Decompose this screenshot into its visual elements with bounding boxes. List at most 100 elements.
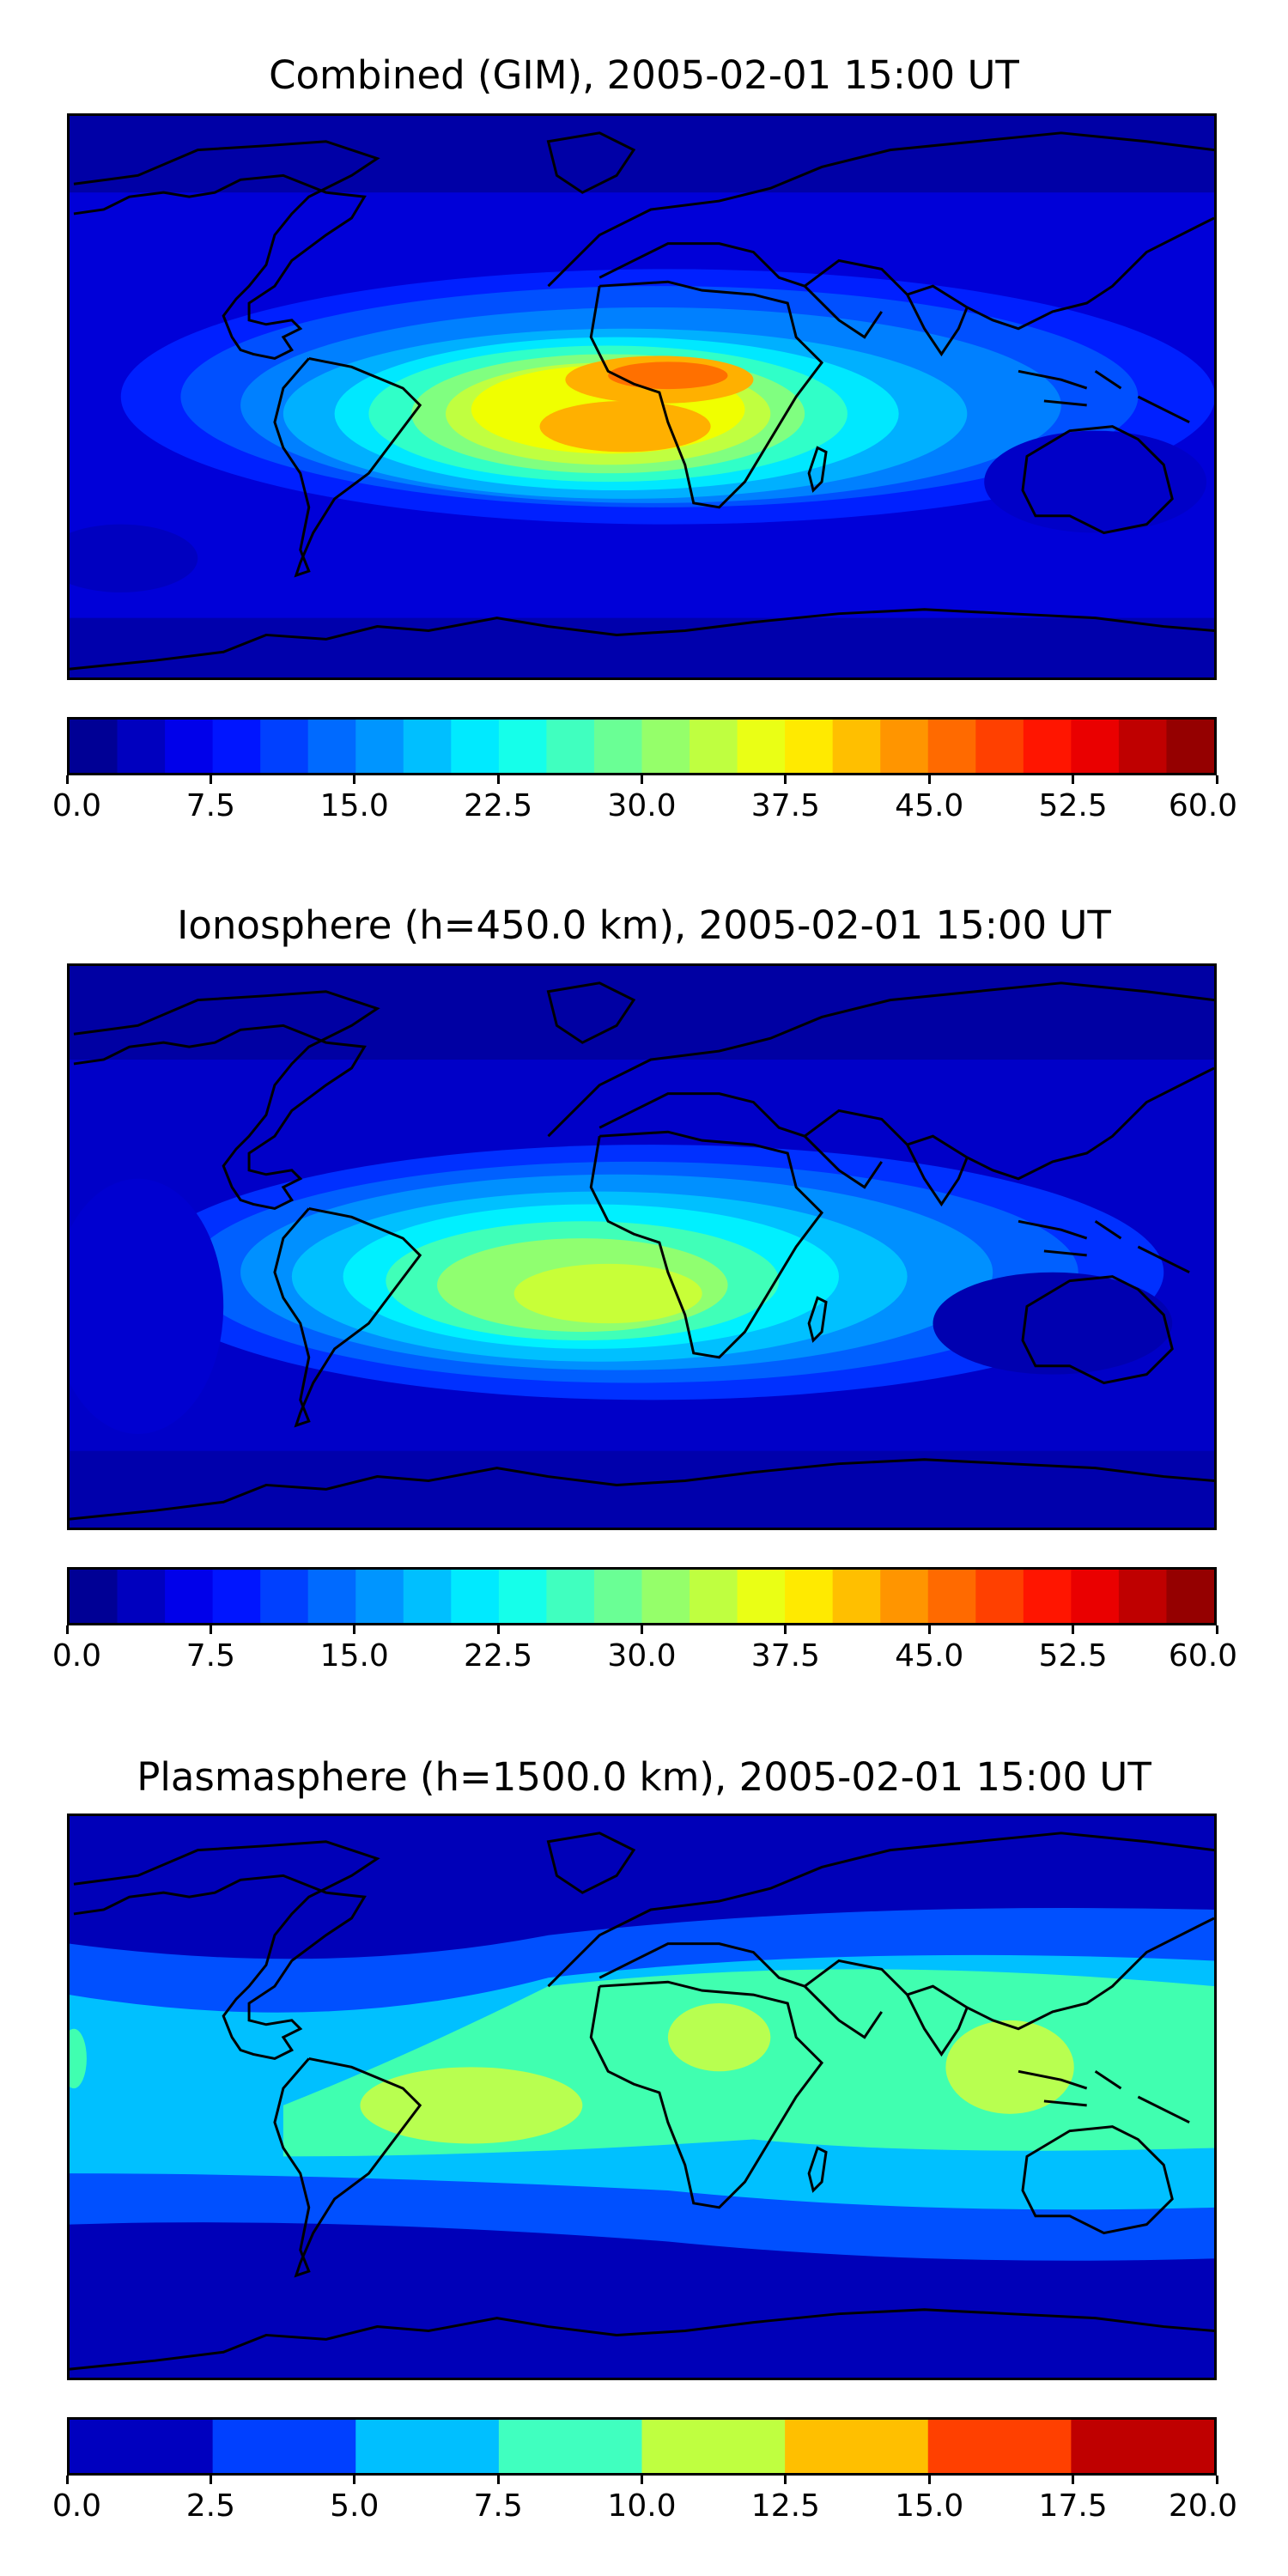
colorbar-level (117, 720, 166, 773)
colorbar-level (1166, 720, 1214, 773)
colorbar-level (1166, 1570, 1214, 1623)
colorbar-level (307, 720, 356, 773)
colorbar-tick-label: 37.5 (750, 788, 820, 823)
colorbar-tick (65, 1625, 69, 1634)
colorbar-tick (353, 775, 356, 784)
colorbar-tick-label: 7.5 (185, 1638, 236, 1674)
colorbar-level (70, 2420, 214, 2473)
colorbar-tick-label: 17.5 (1038, 2488, 1108, 2524)
colorbar-tick-label: 7.5 (473, 2488, 523, 2524)
colorbar-tick (209, 775, 212, 784)
map-canvas (70, 116, 1214, 677)
colorbar-tick (496, 1625, 500, 1634)
colorbar-level (975, 720, 1024, 773)
colorbar-level (1071, 720, 1120, 773)
colorbar-level (498, 2420, 643, 2473)
colorbar-tick-label: 37.5 (750, 1638, 820, 1674)
colorbar-tick (927, 2476, 931, 2484)
map-canvas (70, 1816, 1214, 2378)
colorbar-level (832, 1570, 881, 1623)
colorbar-level (212, 1570, 261, 1623)
colorbar-level (690, 1570, 738, 1623)
colorbar-level (212, 720, 261, 773)
colorbar-level (975, 1570, 1024, 1623)
colorbar-level (451, 720, 500, 773)
tec-map-ionosphere (67, 963, 1217, 1530)
colorbar-level (880, 1570, 929, 1623)
colorbar-tick (496, 775, 500, 784)
colorbar-tick (1215, 2476, 1218, 2484)
colorbar-level (70, 720, 118, 773)
colorbar-level (737, 720, 786, 773)
colorbar-gradient (70, 2420, 1214, 2473)
colorbar-level (1118, 1570, 1168, 1623)
colorbar-level (498, 1570, 548, 1623)
colorbar-level (1023, 720, 1072, 773)
colorbar-tick (641, 1625, 643, 1634)
colorbar-level (690, 720, 738, 773)
colorbar-tick-label: 30.0 (607, 788, 677, 823)
colorbar-level (641, 2420, 786, 2473)
colorbar-level (785, 720, 834, 773)
colorbar-tick (496, 2476, 500, 2484)
colorbar-tick-label: 5.0 (330, 2488, 380, 2524)
colorbar-combined (67, 717, 1217, 775)
colorbar-level (593, 720, 643, 773)
colorbar-level (1023, 1570, 1072, 1623)
colorbar-ticks: 0.0 2.5 5.0 7.5 10.0 12.5 15.0 17.5 20.0 (52, 2476, 1237, 2527)
colorbar-tick-label: 52.5 (1038, 788, 1108, 823)
colorbar-level (737, 1570, 786, 1623)
colorbar-plasmasphere (67, 2417, 1217, 2476)
colorbar-level (1118, 720, 1168, 773)
colorbar-tick-label: 30.0 (607, 1638, 677, 1674)
colorbar-tick (1072, 1625, 1075, 1634)
colorbar-level (70, 1570, 118, 1623)
colorbar-tick (784, 1625, 787, 1634)
colorbar-tick-label: 45.0 (895, 788, 964, 823)
colorbar-level (403, 1570, 452, 1623)
colorbar-tick (927, 1625, 931, 1634)
colorbar-ticks: 0.0 7.5 15.0 22.5 30.0 37.5 45.0 52.5 60.0 (52, 775, 1237, 827)
panel-title: Plasmasphere (h=1500.0 km), 2005-02-01 1… (137, 1754, 1151, 1800)
colorbar-tick-label: 15.0 (319, 788, 389, 823)
colorbar-tick (784, 775, 787, 784)
colorbar-tick (1215, 1625, 1218, 1634)
colorbar-tick (209, 2476, 212, 2484)
colorbar-tick-label: 10.0 (607, 2488, 677, 2524)
colorbar-level (1071, 1570, 1120, 1623)
colorbar-level (546, 720, 595, 773)
colorbar-level (593, 1570, 643, 1623)
colorbar-level (880, 720, 929, 773)
colorbar-level (403, 720, 452, 773)
colorbar-tick (65, 775, 69, 784)
colorbar-gradient (70, 1570, 1214, 1623)
colorbar-ticks: 0.0 7.5 15.0 22.5 30.0 37.5 45.0 52.5 60.0 (52, 1625, 1237, 1677)
colorbar-tick-label: 60.0 (1168, 788, 1238, 823)
tec-map-plasmasphere (67, 1814, 1217, 2380)
colorbar-gradient (70, 720, 1214, 773)
colorbar-tick-label: 2.5 (185, 2488, 236, 2524)
colorbar-tick (927, 775, 931, 784)
colorbar-level (260, 1570, 309, 1623)
colorbar-level (212, 2420, 356, 2473)
colorbar-tick-label: 20.0 (1168, 2488, 1238, 2524)
colorbar-level (165, 1570, 214, 1623)
panel-title: Combined (GIM), 2005-02-01 15:00 UT (269, 52, 1019, 98)
colorbar-level (165, 720, 214, 773)
colorbar-level (927, 2420, 1072, 2473)
colorbar-level (451, 1570, 500, 1623)
panel-title: Ionosphere (h=450.0 km), 2005-02-01 15:0… (177, 902, 1111, 948)
colorbar-level (832, 720, 881, 773)
colorbar-ionosphere (67, 1567, 1217, 1625)
colorbar-tick (353, 1625, 356, 1634)
colorbar-tick-label: 7.5 (185, 788, 236, 823)
colorbar-level (641, 720, 690, 773)
colorbar-level (355, 720, 404, 773)
colorbar-tick (641, 2476, 643, 2484)
colorbar-tick-label: 0.0 (52, 788, 102, 823)
colorbar-tick-label: 52.5 (1038, 1638, 1108, 1674)
colorbar-tick-label: 0.0 (52, 2488, 102, 2524)
colorbar-level (546, 1570, 595, 1623)
colorbar-tick-label: 22.5 (464, 1638, 533, 1674)
colorbar-tick-label: 22.5 (464, 788, 533, 823)
